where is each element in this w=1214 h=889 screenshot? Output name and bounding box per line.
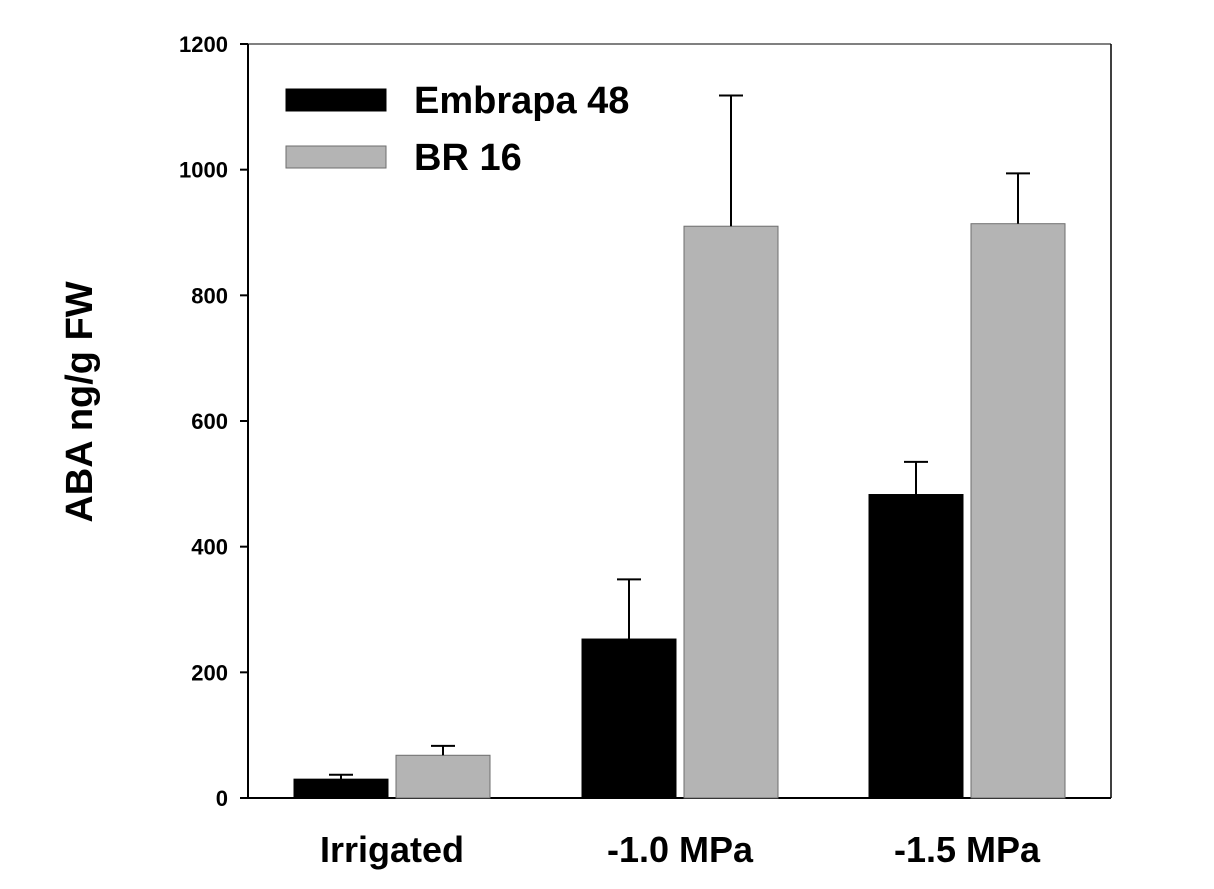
x-category-label: -1.0 MPa — [607, 829, 754, 870]
bar — [970, 223, 1066, 799]
y-tick-label: 400 — [191, 535, 228, 560]
legend-swatch — [285, 88, 387, 112]
y-tick-label: 0 — [216, 786, 228, 811]
error-bars-group — [329, 94, 1030, 780]
bar — [683, 225, 779, 799]
x-category-label: Irrigated — [320, 829, 464, 870]
y-tick-label: 1000 — [179, 158, 228, 183]
y-tick-label: 200 — [191, 660, 228, 685]
legend-label: Embrapa 48 — [414, 80, 629, 122]
legend-swatch — [285, 145, 387, 169]
y-axis-title: ABA ng/g FW — [59, 281, 101, 522]
bar — [395, 754, 491, 799]
bar — [868, 494, 964, 799]
bars-group — [293, 223, 1066, 799]
x-category-label: -1.5 MPa — [894, 829, 1041, 870]
legend: Embrapa 48 BR 16 — [285, 80, 629, 179]
y-tick-label: 800 — [191, 283, 228, 308]
y-tick-label: 1200 — [179, 32, 228, 57]
y-tick-label: 600 — [191, 409, 228, 434]
y-axis: 0 200 400 600 800 1000 1200 — [179, 32, 248, 811]
x-axis-labels: Irrigated -1.0 MPa -1.5 MPa — [320, 829, 1041, 870]
bar — [581, 638, 677, 799]
legend-label: BR 16 — [414, 137, 522, 179]
bar — [293, 778, 389, 799]
